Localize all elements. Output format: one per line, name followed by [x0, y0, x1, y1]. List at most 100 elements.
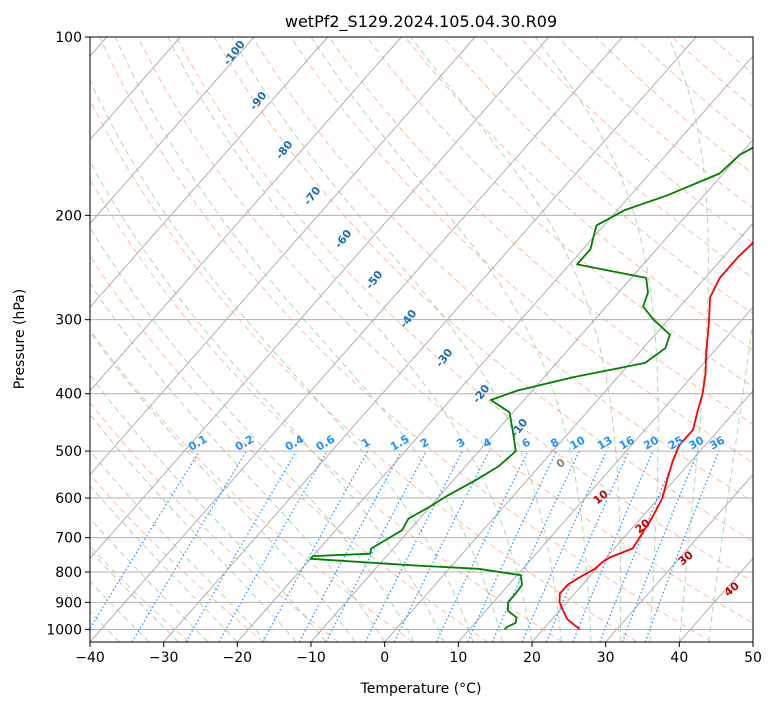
- mixing-ratio-label: 6: [520, 435, 533, 450]
- moist-adiabat-line: [410, 37, 622, 642]
- moist-adiabat-line: [90, 484, 238, 642]
- mixing-ratio-line: [521, 450, 608, 642]
- dry-adiabat-line: [90, 545, 190, 642]
- mixing-ratio-label: 25: [666, 434, 686, 453]
- temperature-profile-line: [558, 241, 753, 631]
- mixing-ratio-line: [218, 450, 328, 642]
- background-lines: [90, 37, 753, 642]
- pressure-gridlines: [90, 37, 753, 630]
- mixing-ratio-line: [435, 450, 529, 642]
- mixing-ratio-label: 0.1: [186, 433, 209, 454]
- dry-adiabat-line: [99, 37, 712, 642]
- moist-adiabat-line: [90, 450, 268, 642]
- moist-adiabat-line: [90, 78, 474, 642]
- mixing-ratio-line: [185, 450, 297, 642]
- isotherm-line: [90, 37, 329, 308]
- moist-adiabat-label: 0: [554, 456, 568, 471]
- x-tick-label: 40: [670, 650, 688, 666]
- plot-frame: [89, 36, 754, 643]
- isotherm-line: [531, 390, 753, 642]
- isotherm-line: [236, 55, 753, 642]
- isotherm-label: -30: [433, 346, 456, 370]
- dry-adiabat-line: [366, 37, 753, 388]
- moist-adiabat-line: [90, 413, 297, 642]
- dewpoint-profile-line: [309, 146, 753, 631]
- isotherm-line: [90, 37, 255, 225]
- x-tick-label: 20: [523, 650, 541, 666]
- isotherm-line: [90, 37, 402, 392]
- isotherm-line: [90, 37, 476, 476]
- mixing-ratio-label: 3: [454, 436, 467, 451]
- mixing-ratio-line: [644, 450, 720, 642]
- mixing-ratio-line: [621, 450, 699, 642]
- moist-adiabat-line: [90, 331, 356, 642]
- x-axis-label: Temperature (°C): [360, 681, 482, 697]
- moist-adiabat-label: 40: [722, 579, 742, 599]
- dry-adiabat-line: [90, 98, 638, 642]
- moist-adiabat-line: [90, 517, 209, 642]
- isotherm-line: [605, 473, 753, 642]
- dry-adiabat-line: [175, 37, 753, 583]
- y-tick-label: 500: [55, 444, 82, 460]
- isotherm-label: -100: [221, 38, 248, 68]
- mixing-ratio-label: 1: [359, 436, 372, 451]
- dry-adiabat-line: [519, 37, 753, 244]
- y-tick-label: 400: [55, 387, 82, 403]
- y-tick-label: 200: [55, 208, 82, 224]
- mixing-ratio-line: [90, 450, 201, 630]
- x-tick-label: 0: [380, 650, 389, 666]
- isotherm-label: -50: [363, 268, 386, 292]
- moist-adiabat-line: [667, 37, 709, 642]
- isotherm-line: [310, 138, 753, 642]
- isotherm-line: [163, 37, 697, 642]
- x-tick-label: −40: [75, 650, 105, 666]
- mixing-ratio-line: [491, 450, 580, 642]
- isotherm-line: [90, 37, 181, 141]
- isotherm-label: -20: [470, 382, 493, 406]
- y-tick-label: 800: [55, 565, 82, 581]
- dry-adiabat-line: [213, 37, 753, 542]
- dry-adiabat-line: [90, 329, 414, 642]
- y-tick-label: 600: [55, 491, 82, 507]
- dry-adiabat-line: [748, 37, 753, 42]
- y-tick-label: 300: [55, 313, 82, 329]
- moist-adiabat-line: [231, 37, 562, 642]
- mixing-ratio-line: [298, 450, 403, 642]
- mixing-ratio-line: [393, 450, 490, 642]
- x-tick-label: −20: [223, 650, 253, 666]
- dry-adiabat-line: [137, 37, 753, 624]
- x-axis-ticks: −40 −30 −20 −10 0 10 20 30 40 50: [75, 642, 762, 666]
- x-tick-label: 30: [597, 650, 615, 666]
- isotherm-label: -40: [397, 307, 420, 331]
- dry-adiabat-line: [90, 401, 339, 642]
- moist-adiabat-line: [310, 37, 592, 642]
- isotherm-line: [90, 37, 550, 560]
- mixing-ratio-line: [545, 450, 630, 642]
- x-tick-label: 50: [744, 650, 762, 666]
- dry-adiabat-line: [290, 37, 753, 464]
- moist-adiabat-line: [534, 37, 659, 642]
- y-axis-ticks: 1000 900 800 700 600 500 400 300 200 100: [46, 30, 90, 638]
- dry-adiabat-line: [328, 37, 753, 425]
- y-tick-label: 1000: [46, 622, 82, 638]
- dry-adiabat-line: [251, 37, 753, 503]
- mixing-ratio-line: [262, 450, 369, 642]
- y-tick-label: 900: [55, 595, 82, 611]
- moist-adiabat-line: [114, 37, 503, 642]
- moist-adiabat-line: [708, 318, 753, 642]
- moist-adiabat-label: 20: [633, 516, 653, 536]
- dry-adiabat-line: [442, 37, 753, 315]
- mixing-ratio-label: 1.5: [388, 433, 411, 454]
- mixing-ratio-label: 13: [595, 434, 615, 453]
- isotherm-line: [457, 306, 753, 642]
- dry-adiabat-line: [90, 255, 488, 642]
- mixing-ratio-label: 10: [568, 433, 588, 452]
- chart-title: wetPf2_S129.2024.105.04.30.R09: [285, 12, 557, 32]
- mixing-ratio-label: 36: [707, 433, 727, 452]
- dry-adiabat-line: [90, 473, 264, 642]
- dry-adiabat-line: [90, 178, 563, 642]
- mixing-ratio-label: 0.4: [283, 432, 307, 453]
- isotherm-line: [678, 557, 753, 642]
- isotherm-line: [752, 641, 753, 642]
